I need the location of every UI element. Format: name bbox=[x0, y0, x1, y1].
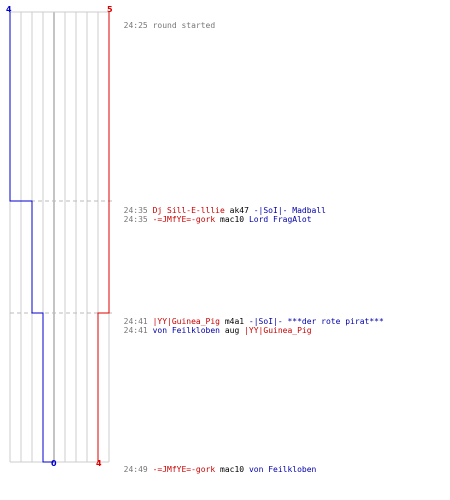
event-line: 24:49 -=JMfYE=-gork mac10 von Feilkloben bbox=[114, 456, 317, 474]
weapon-name: mac10 bbox=[220, 465, 245, 474]
killer-name: -=JMfYE=-gork bbox=[152, 215, 216, 224]
event-time: 24:41 bbox=[123, 326, 148, 335]
victim-name: von Feilkloben bbox=[248, 465, 317, 474]
victim-name: -|SoI|- Madball bbox=[253, 206, 326, 215]
event-line: 24:41 |YY|Guinea_Pig m4a1 -|SoI|- ***der… bbox=[114, 308, 384, 326]
weapon-name: mac10 bbox=[220, 215, 245, 224]
team-lines bbox=[9, 12, 110, 463]
event-markers bbox=[10, 200, 112, 314]
weapon-name: ak47 bbox=[229, 206, 249, 215]
team-a-start-score: 4 bbox=[6, 5, 12, 14]
weapon-name: aug bbox=[224, 326, 240, 335]
event-time: 24:35 bbox=[123, 215, 148, 224]
killer-name: |YY|Guinea_Pig bbox=[152, 317, 220, 326]
event-time: 24:41 bbox=[123, 317, 148, 326]
killer-name: von Feilkloben bbox=[152, 326, 220, 335]
event-line: 24:41 von Feilkloben aug |YY|Guinea_Pig bbox=[114, 317, 312, 335]
victim-name: -|SoI|- ***der rote pirat*** bbox=[248, 317, 384, 326]
event-time: 24:49 bbox=[123, 465, 148, 474]
event-line: 24:25 round started bbox=[114, 12, 216, 30]
team-b-line bbox=[97, 12, 110, 462]
team-b-end-score: 4 bbox=[96, 459, 102, 468]
timeline-grid bbox=[9, 11, 110, 463]
killer-name: Dj Sill-E-lllie bbox=[152, 206, 225, 215]
team-b-start-score: 5 bbox=[107, 5, 113, 14]
victim-name: Lord FragAlot bbox=[248, 215, 312, 224]
victim-name: |YY|Guinea_Pig bbox=[244, 326, 312, 335]
event-time: 24:25 bbox=[123, 21, 148, 30]
event-time: 24:35 bbox=[123, 206, 148, 215]
killer-name: -=JMfYE=-gork bbox=[152, 465, 216, 474]
team-a-end-score: 0 bbox=[51, 459, 57, 468]
event-line: 24:35 Dj Sill-E-lllie ak47 -|SoI|- Madba… bbox=[114, 197, 326, 215]
event-text: round started bbox=[152, 21, 216, 30]
team-a-line bbox=[9, 12, 54, 463]
weapon-name: m4a1 bbox=[224, 317, 245, 326]
event-line: 24:35 -=JMfYE=-gork mac10 Lord FragAlot bbox=[114, 206, 312, 224]
